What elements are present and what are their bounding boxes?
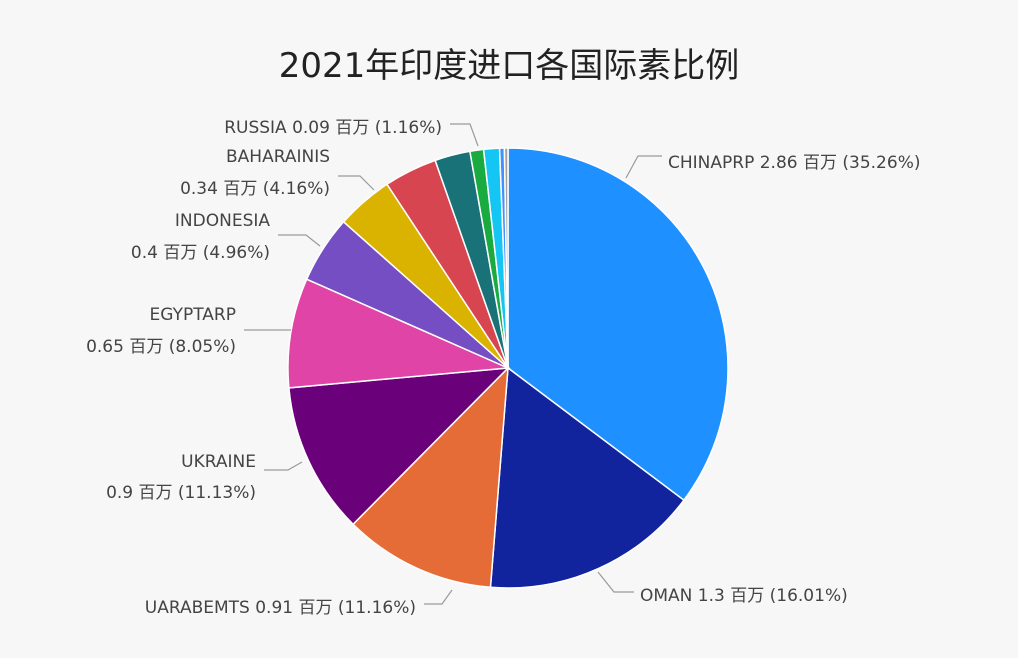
pie-slice-oman[interactable] — [489, 366, 685, 589]
leader-lines — [244, 123, 662, 605]
slice-label-ukraine-line1: UKRAINE — [181, 452, 256, 472]
slice-label-baharainis-line1: BAHARAINIS — [226, 147, 330, 167]
leader-line-indonesia — [278, 234, 321, 247]
pie-slices — [287, 147, 729, 589]
slice-label-egyptarp-line2: 0.65 百万 (8.05%) — [86, 337, 236, 357]
leader-line-chinaprp — [625, 155, 662, 179]
slice-label-egyptarp-line1: EGYPTARP — [150, 305, 236, 325]
chart-title: 2021年印度进口各国际素比例 — [278, 46, 740, 86]
leader-line-ukraine — [264, 461, 303, 471]
slice-label-russia: RUSSIA 0.09 百万 (1.16%) — [224, 118, 442, 138]
leader-line-oman — [597, 571, 634, 593]
leader-line-uarabemts — [424, 589, 453, 605]
leader-line-russia — [450, 123, 479, 147]
slice-label-chinaprp: CHINAPRP 2.86 百万 (35.26%) — [668, 153, 920, 173]
slice-label-baharainis-line2: 0.34 百万 (4.16%) — [180, 179, 330, 199]
slice-label-indonesia-line1: INDONESIA — [175, 211, 270, 231]
pie-slice-ukraine[interactable] — [288, 367, 510, 526]
slice-label-ukraine-line2: 0.9 百万 (11.13%) — [106, 483, 256, 503]
pie-slice-12[interactable] — [503, 147, 509, 369]
slice-label-uarabemts: UARABEMTS 0.91 百万 (11.16%) — [145, 598, 416, 618]
slice-label-indonesia-line2: 0.4 百万 (4.96%) — [131, 243, 270, 263]
pie-slice-uarabemts[interactable] — [352, 366, 509, 589]
pie-slice-egyptarp[interactable] — [287, 278, 511, 389]
slice-labels: CHINAPRP 2.86 百万 (35.26%) OMAN 1.3 百万 (16… — [86, 118, 920, 618]
pie-slice-chinaprp[interactable] — [507, 147, 729, 502]
leader-line-baharainis — [338, 175, 375, 191]
slice-label-oman: OMAN 1.3 百万 (16.01%) — [640, 586, 848, 606]
